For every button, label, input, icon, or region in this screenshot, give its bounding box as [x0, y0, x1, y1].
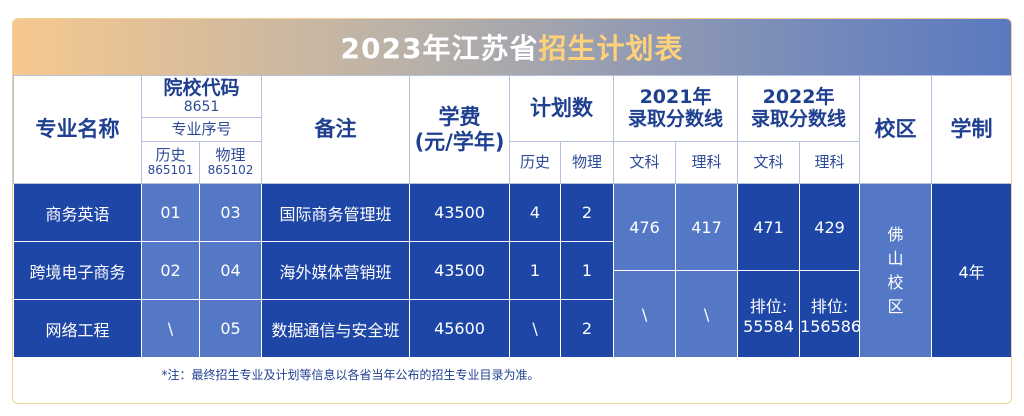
admission-plan-card: 2023年江苏省招生计划表 专业名称 院校代码 8651 备注 学费 (元/学年… — [12, 18, 1012, 404]
rank-2022-science: 排位: 156586 — [799, 270, 862, 358]
header-2022-arts: 文科 — [737, 141, 801, 184]
header-major-name: 专业名称 — [13, 75, 142, 184]
rank-value: 156586 — [800, 316, 862, 336]
title-banner: 2023年江苏省招生计划表 — [13, 19, 1011, 75]
y2022-label: 2022年 — [762, 85, 835, 108]
header-seq-history: 历史 865101 — [141, 141, 200, 184]
row-2-seq-history: 02 — [141, 241, 200, 300]
header-plan-history: 历史 — [509, 141, 562, 184]
school-code-label: 院校代码 — [163, 76, 240, 99]
campus-char: 校 — [887, 272, 904, 292]
page-title: 2023年江苏省招生计划表 — [341, 27, 684, 67]
score-2021-arts-bottom: \ — [613, 270, 677, 358]
row-3-plan-physics: 2 — [560, 299, 615, 358]
admission-plan-table: 专业名称 院校代码 8651 备注 学费 (元/学年) 计划数 2021年 录取… — [13, 75, 1011, 391]
y2021-label: 2021年 — [639, 85, 712, 108]
campus-cell: 佛 山 校 区 — [859, 183, 933, 358]
row-2-tuition: 43500 — [409, 241, 511, 300]
header-2021-scores: 2021年 录取分数线 — [613, 75, 739, 142]
row-3-plan-history: \ — [509, 299, 562, 358]
seq-history-label: 历史 — [155, 145, 186, 164]
row-3-seq-physics: 05 — [198, 299, 263, 358]
row-2-plan-physics: 1 — [560, 241, 615, 300]
title-prefix: 2023年江苏省 — [340, 32, 539, 65]
row-2-seq-physics: 04 — [198, 241, 263, 300]
row-1-seq-history: 01 — [141, 183, 200, 242]
header-2022-scores: 2022年 录取分数线 — [737, 75, 861, 142]
score-2022-science: 429 — [799, 183, 861, 271]
rank-2022-arts: 排位: 55584 — [737, 270, 801, 358]
row-3-seq-history: \ — [141, 299, 200, 358]
score-2022-arts: 471 — [737, 183, 801, 271]
header-duration: 学制 — [931, 75, 1011, 184]
row-3-remark: 数据通信与安全班 — [261, 299, 411, 358]
score-2021-science-bottom: \ — [675, 270, 739, 358]
header-tuition: 学费 (元/学年) — [409, 75, 511, 184]
header-plan-count: 计划数 — [509, 75, 615, 142]
row-3-major: 网络工程 — [13, 299, 142, 358]
header-plan-physics: 物理 — [560, 141, 615, 184]
y2021-sub: 录取分数线 — [628, 107, 724, 130]
y2022-sub: 录取分数线 — [751, 107, 847, 130]
row-3-tuition: 45600 — [409, 299, 511, 358]
school-code-value: 8651 — [183, 99, 220, 116]
header-school-code: 院校代码 8651 — [140, 75, 263, 118]
tuition-unit: (元/学年) — [414, 129, 505, 154]
duration-cell: 4年 — [931, 183, 1011, 358]
row-2-remark: 海外媒体营销班 — [261, 241, 411, 300]
header-seq-physics: 物理 865102 — [198, 141, 263, 184]
row-1-major: 商务英语 — [13, 183, 142, 242]
row-1-seq-physics: 03 — [198, 183, 263, 242]
tuition-label: 学费 — [438, 105, 481, 130]
rank-label: 排位: — [749, 296, 788, 316]
rank-value: 55584 — [743, 316, 794, 336]
row-1-remark: 国际商务管理班 — [261, 183, 411, 242]
header-remarks: 备注 — [261, 75, 411, 184]
campus-char: 山 — [887, 248, 904, 268]
seq-physics-label: 物理 — [215, 145, 246, 164]
row-2-major: 跨境电子商务 — [13, 241, 142, 300]
footnote: *注：最终招生专业及计划等信息以各省当年公布的招生专业目录为准。 — [13, 357, 1011, 391]
campus-char: 区 — [887, 296, 904, 316]
row-1-plan-history: 4 — [509, 183, 562, 242]
row-1-plan-physics: 2 — [560, 183, 615, 242]
campus-char: 佛 — [887, 224, 904, 244]
row-2-plan-history: 1 — [509, 241, 562, 300]
header-2022-science: 理科 — [799, 141, 861, 184]
header-2021-science: 理科 — [675, 141, 739, 184]
title-highlight: 招生计划表 — [538, 32, 684, 65]
score-2021-science-top: 417 — [675, 183, 739, 271]
header-2021-arts: 文科 — [613, 141, 677, 184]
seq-history-code: 865101 — [147, 163, 194, 178]
header-major-seq: 专业序号 — [140, 117, 263, 142]
seq-physics-code: 865102 — [207, 163, 254, 178]
row-1-tuition: 43500 — [409, 183, 511, 242]
rank-label: 排位: — [810, 296, 849, 316]
score-2021-arts-top: 476 — [613, 183, 677, 271]
header-campus: 校区 — [859, 75, 933, 184]
